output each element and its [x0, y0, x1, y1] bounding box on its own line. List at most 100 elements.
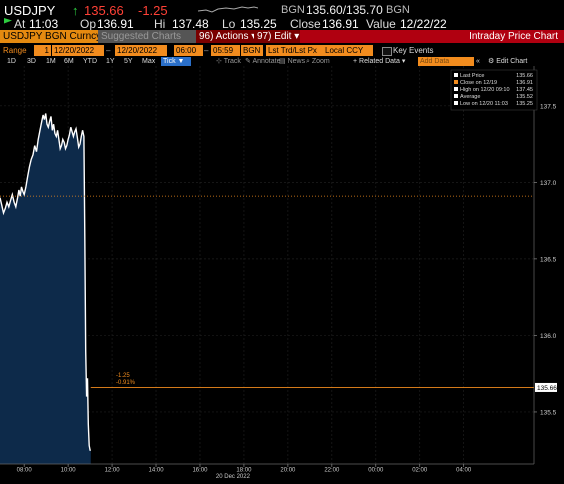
legend-label: Average	[460, 94, 480, 100]
track-tool[interactable]: ⊹ Track	[216, 57, 241, 66]
source-input[interactable]: BGN	[241, 45, 263, 56]
period-ytd[interactable]: YTD	[83, 58, 97, 65]
legend-swatch	[454, 94, 458, 98]
sparkline-line	[198, 6, 258, 13]
add-data-input[interactable]: Add Data	[418, 57, 474, 66]
actions-menu[interactable]: 96) Actions ▾	[196, 30, 256, 43]
y-axis: 135.5 136.0 136.5 137.0 137.5 135.66	[533, 66, 557, 464]
x-tick-label: 08:00	[17, 468, 33, 474]
end-date-input[interactable]: 12/20/2022	[115, 45, 167, 56]
last-price-tag: 135.66	[535, 382, 557, 392]
range-count-input[interactable]: 1	[34, 45, 51, 56]
edit-menu[interactable]: 97) Edit ▾	[254, 30, 301, 43]
period-1d[interactable]: 1D	[7, 58, 16, 65]
period-6m[interactable]: 6M	[64, 58, 74, 65]
low-value: 135.25	[240, 17, 277, 31]
legend-background	[450, 69, 538, 111]
legend-swatch	[454, 73, 458, 77]
legend-label: Low on 12/20 11:03	[460, 101, 508, 107]
time-separator: –	[204, 46, 209, 55]
track-tool-label: Track	[223, 58, 241, 65]
title-bar: USDJPY BGN Curncy Suggested Charts 96) A…	[0, 30, 564, 43]
period-max[interactable]: Max	[142, 58, 156, 65]
edit-chart-label: Edit Chart	[496, 58, 528, 65]
annotate-icon: ✎	[245, 58, 253, 65]
last-price-tag-text: 135.66	[537, 385, 557, 392]
legend-value: 136.91	[516, 80, 533, 86]
chart-title-text: Intraday Price Chart	[469, 31, 558, 42]
start-date-input[interactable]: 12/20/2022	[52, 45, 104, 56]
zoom-tool[interactable]: ⌕ Zoom	[306, 57, 330, 66]
x-tick-label: 22:00	[324, 468, 340, 474]
annotate-tool[interactable]: ✎ Annotate	[245, 57, 280, 66]
annotate-tool-label: Annotate	[252, 58, 281, 65]
currency-select[interactable]: Local CCY	[323, 45, 373, 56]
x-tick-label: 20:00	[280, 468, 296, 474]
legend-swatch	[454, 101, 458, 105]
value-label: Value	[366, 17, 396, 31]
period-1y[interactable]: 1Y	[106, 58, 115, 65]
quote-time: 11:03	[29, 17, 59, 31]
edit-chart-button[interactable]: ⚙ Edit Chart	[488, 57, 527, 66]
end-time-input[interactable]: 05:59	[211, 45, 240, 56]
gear-icon: ⚙	[488, 58, 497, 65]
key-events-checkbox[interactable]	[382, 47, 392, 56]
security-name[interactable]: USDJPY BGN Curncy	[0, 30, 101, 43]
chart-legend: Last Price 135.66 Close on 12/19 136.91 High…	[450, 69, 538, 111]
quote-header: USDJPY ↑ 135.66 -1.25 BGN 135.60/135.70 …	[0, 3, 564, 19]
chart-toolbar: 1D 3D 1M 6M YTD 1Y 5Y Max Tick ▼ ⊹ Track…	[0, 57, 564, 67]
range-label: Range	[3, 46, 27, 55]
period-1m[interactable]: 1M	[46, 58, 56, 65]
x-tick-label: 10:00	[61, 468, 77, 474]
annotation-pct: -0.91%	[116, 380, 136, 386]
open-label: Op	[80, 17, 97, 31]
field-select[interactable]: Lst Trd/Lst Px	[266, 45, 323, 56]
x-tick-label: 16:00	[192, 468, 208, 474]
low-label: Lo	[222, 17, 236, 31]
open-value: 136.91	[97, 17, 134, 31]
legend-label: High on 12/20 09:10	[460, 87, 510, 93]
close-value: 136.91	[322, 17, 359, 31]
x-axis: 08:00 10:00 12:00 14:00 16:00 18:00 20:00 22:00…	[0, 463, 534, 480]
change-annotation: -1.25 -0.91%	[116, 373, 136, 386]
period-3d[interactable]: 3D	[27, 58, 36, 65]
news-tool[interactable]: ▤ News	[279, 57, 305, 66]
legend-value: 135.25	[516, 101, 533, 107]
legend-value: 135.66	[516, 73, 533, 79]
price-area	[0, 113, 91, 464]
annotation-change: -1.25	[116, 373, 130, 379]
ticker-symbol: USDJPY	[4, 3, 56, 18]
high-label: Hi	[154, 17, 166, 31]
flag-icon	[4, 18, 12, 24]
last-price: 135.66	[84, 3, 124, 18]
zoom-icon: ⌕	[306, 58, 312, 65]
tick-select[interactable]: Tick ▼	[161, 57, 191, 66]
legend-swatch	[454, 80, 458, 84]
key-events-label: Key Events	[393, 46, 434, 55]
intraday-price-chart[interactable]: 135.5 136.0 136.5 137.0 137.5 135.66 08:00 10:…	[0, 66, 564, 484]
x-tick-label: 04:00	[456, 468, 472, 474]
period-5y[interactable]: 5Y	[124, 58, 133, 65]
date-separator: –	[106, 46, 111, 55]
close-label: Close	[290, 17, 321, 31]
y-tick-label: 136.5	[540, 256, 557, 263]
price-area-fill	[0, 113, 91, 464]
suggested-charts-button[interactable]: Suggested Charts	[98, 30, 196, 43]
gridlines	[0, 66, 534, 464]
related-data-menu[interactable]: + Related Data ▾	[353, 58, 406, 65]
legend-value: 135.52	[516, 94, 533, 100]
news-tool-label: News	[287, 58, 306, 65]
y-tick-label: 135.5	[540, 409, 557, 416]
high-value: 137.48	[172, 17, 209, 31]
collapse-icon[interactable]: «	[476, 58, 480, 65]
legend-swatch	[454, 87, 458, 91]
price-line	[0, 113, 91, 451]
legend-label: Close on 12/19	[460, 80, 497, 86]
legend-label: Last Price	[460, 73, 484, 79]
x-tick-label: 14:00	[149, 468, 165, 474]
net-change: -1.25	[138, 3, 168, 18]
start-time-input[interactable]: 06:00	[174, 45, 203, 56]
quote-details: At 11:03 Op 136.91 Hi 137.48 Lo 135.25 C…	[0, 17, 564, 31]
y-tick-label: 136.0	[540, 333, 557, 340]
x-tick-label: 02:00	[412, 468, 428, 474]
